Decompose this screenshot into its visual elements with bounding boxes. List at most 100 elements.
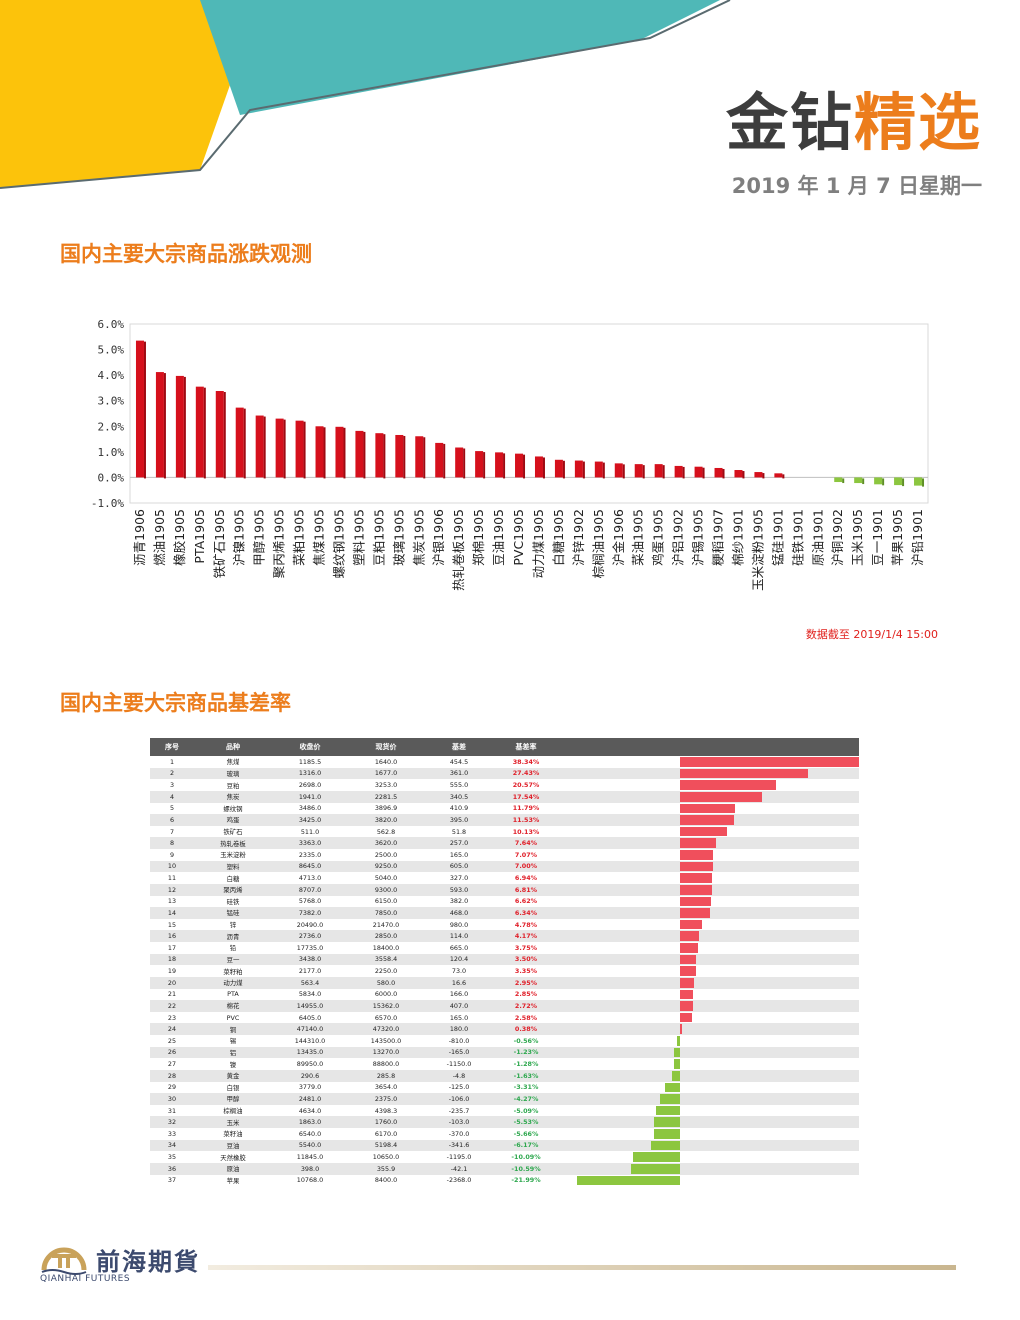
cell-rate: -5.53% [513, 1118, 539, 1127]
cell-name: 豆粕 [226, 781, 240, 790]
cell-basis: 165.0 [449, 1013, 469, 1022]
cell-idx: 37 [167, 1176, 177, 1185]
cell-idx: 33 [167, 1129, 177, 1138]
cell-name: 菜籽粕 [223, 967, 243, 976]
cell-bar [558, 803, 859, 815]
bar-shadow [702, 467, 705, 479]
table-row: 30 甲醇 2481.0 2375.0 -106.0 -4.27% [150, 1093, 859, 1105]
bar-shadow [902, 478, 905, 487]
cell-fut: 47140.0 [296, 1025, 324, 1034]
bar-body [155, 372, 164, 478]
chart-bar [455, 447, 466, 479]
bar-body [914, 477, 923, 486]
bar-body [195, 386, 204, 478]
bar-shadow [263, 416, 266, 479]
x-tick-label: 沪金1906 [611, 509, 626, 566]
bar-body [574, 460, 583, 478]
cell-bar [558, 1058, 859, 1070]
cell-spot: 580.0 [376, 978, 396, 987]
cell-rate: 0.38% [514, 1025, 538, 1034]
cell-spot: 7850.0 [374, 908, 398, 917]
chart-bar [734, 470, 745, 479]
plot-frame [129, 323, 929, 504]
basis-rate-bar [651, 1140, 680, 1151]
bar-shadow [403, 435, 406, 479]
cell-rate: 11.79% [512, 804, 540, 813]
bar-shadow [163, 373, 166, 479]
cell-bar [558, 837, 859, 849]
chart-bar [155, 372, 166, 479]
cell-name: 玉米 [226, 1118, 240, 1127]
cell-name: 锡 [229, 1037, 237, 1046]
x-tick-label: 聚丙烯1905 [272, 509, 287, 578]
cell-name: 铝 [229, 1048, 237, 1057]
cell-name: 焦炭 [226, 793, 240, 802]
cell-rate: -5.09% [513, 1106, 539, 1115]
header-decoration [0, 0, 731, 189]
x-tick-label: 焦炭1905 [411, 509, 426, 566]
cell-idx: 2 [169, 769, 175, 778]
x-tick-label: 苹果1905 [890, 509, 905, 566]
table-row: 2 玻璃 1316.0 1677.0 361.0 27.43% [150, 767, 859, 780]
bar-body [894, 477, 903, 486]
basis-rate-bar [680, 826, 728, 837]
cell-fut: 14955.0 [296, 1001, 324, 1010]
header-basis: 基差 [452, 743, 466, 751]
cell-rate: -1.23% [513, 1048, 539, 1057]
x-tick-label: 玻璃1905 [391, 509, 406, 566]
chart-bar [375, 433, 386, 479]
cell-bar [558, 1000, 859, 1012]
cell-idx: 20 [167, 978, 177, 987]
cell-spot: 8400.0 [374, 1176, 398, 1185]
bar-body [475, 451, 484, 478]
basis-rate-bar [680, 780, 777, 790]
cell-idx: 3 [169, 781, 175, 790]
y-tick-label: 4.0% [98, 369, 125, 382]
cell-spot: 4398.3 [374, 1106, 398, 1115]
bar-body [534, 456, 543, 478]
table-row: 27 镍 89950.0 88800.0 -1150.0 -1.28% [150, 1058, 859, 1070]
table-row: 34 豆油 5540.0 5198.4 -341.6 -6.17% [150, 1139, 859, 1152]
basis-rate-bar [680, 1012, 693, 1023]
cell-name: 焦煤 [226, 758, 240, 767]
x-tick-label: 橡胶1905 [172, 509, 187, 566]
bar-shadow [283, 419, 286, 479]
bar-shadow [842, 478, 845, 484]
cell-bar [558, 989, 859, 1001]
bar-shadow [503, 453, 506, 479]
table-row: 23 PVC 6405.0 6570.0 165.0 2.58% [150, 1012, 859, 1024]
header-index: 序号 [165, 743, 179, 751]
cell-basis: 395.0 [449, 815, 469, 824]
basis-rate-bar [680, 873, 713, 883]
cell-idx: 23 [167, 1013, 177, 1022]
chart-bar [614, 463, 625, 479]
basis-rate-bar [680, 768, 809, 779]
cell-spot: 3896.9 [374, 804, 398, 813]
cell-bar [558, 1163, 859, 1175]
chart-bar [435, 442, 446, 479]
bar-body [515, 453, 524, 478]
table-row: 20 动力煤 563.4 580.0 16.6 2.95% [150, 976, 859, 989]
chart-bar [395, 434, 406, 479]
y-tick-label: 0.0% [98, 471, 125, 484]
cell-bar [558, 1070, 859, 1082]
bar-body [874, 477, 883, 485]
chart-bar [854, 477, 865, 485]
cell-basis: 51.8 [451, 827, 467, 836]
x-tick-label: 菜粕1905 [292, 509, 307, 566]
chart-bar [295, 420, 306, 479]
cell-name: 镍 [229, 1060, 237, 1069]
cell-spot: 355.9 [376, 1164, 396, 1173]
chart-bar [654, 464, 665, 479]
bar-body [495, 452, 504, 478]
cell-name: 塑料 [226, 862, 240, 871]
chart-bar [534, 456, 545, 479]
x-tick-label: 燃油1905 [152, 509, 167, 566]
table-row: 18 豆一 3438.0 3558.4 120.4 3.50% [150, 953, 859, 966]
cell-name: 锌 [229, 921, 237, 930]
cell-name: 硅铁 [226, 897, 240, 906]
bar-body [694, 466, 703, 478]
cell-bar [558, 942, 859, 954]
table-row: 6 鸡蛋 3425.0 3820.0 395.0 11.53% [150, 814, 859, 826]
table-body: 1 焦煤 1185.5 1640.0 454.5 38.34% 2 玻璃 1316.0 1677.… [150, 756, 859, 1186]
